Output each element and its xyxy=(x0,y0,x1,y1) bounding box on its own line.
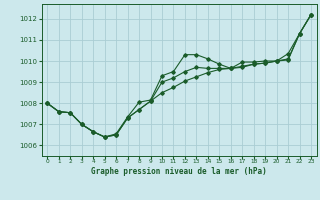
X-axis label: Graphe pression niveau de la mer (hPa): Graphe pression niveau de la mer (hPa) xyxy=(91,167,267,176)
